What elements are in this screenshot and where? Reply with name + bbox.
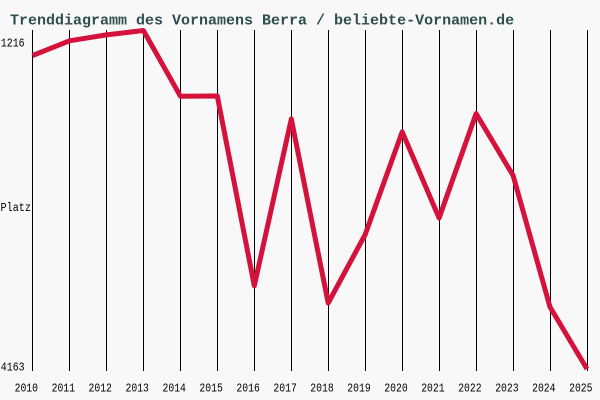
svg-text:1216: 1216 [1,37,25,50]
svg-text:2010: 2010 [15,382,38,395]
svg-text:2025: 2025 [569,382,592,395]
svg-text:Trenddiagramm des Vornamens Be: Trenddiagramm des Vornamens Berra / beli… [10,12,514,29]
svg-text:2013: 2013 [126,382,149,395]
svg-text:4163: 4163 [1,361,25,374]
svg-text:2012: 2012 [89,382,112,395]
svg-text:2019: 2019 [347,382,370,395]
svg-text:Platz: Platz [1,202,32,215]
svg-text:2023: 2023 [495,382,518,395]
svg-text:2011: 2011 [52,382,75,395]
svg-text:2016: 2016 [236,382,259,395]
svg-text:2024: 2024 [532,382,555,395]
svg-text:2018: 2018 [310,382,333,395]
svg-text:2022: 2022 [458,382,481,395]
svg-text:2020: 2020 [384,382,407,395]
svg-text:2017: 2017 [273,382,296,395]
svg-text:2021: 2021 [421,382,444,395]
svg-text:2014: 2014 [163,382,186,395]
svg-text:2015: 2015 [199,382,222,395]
